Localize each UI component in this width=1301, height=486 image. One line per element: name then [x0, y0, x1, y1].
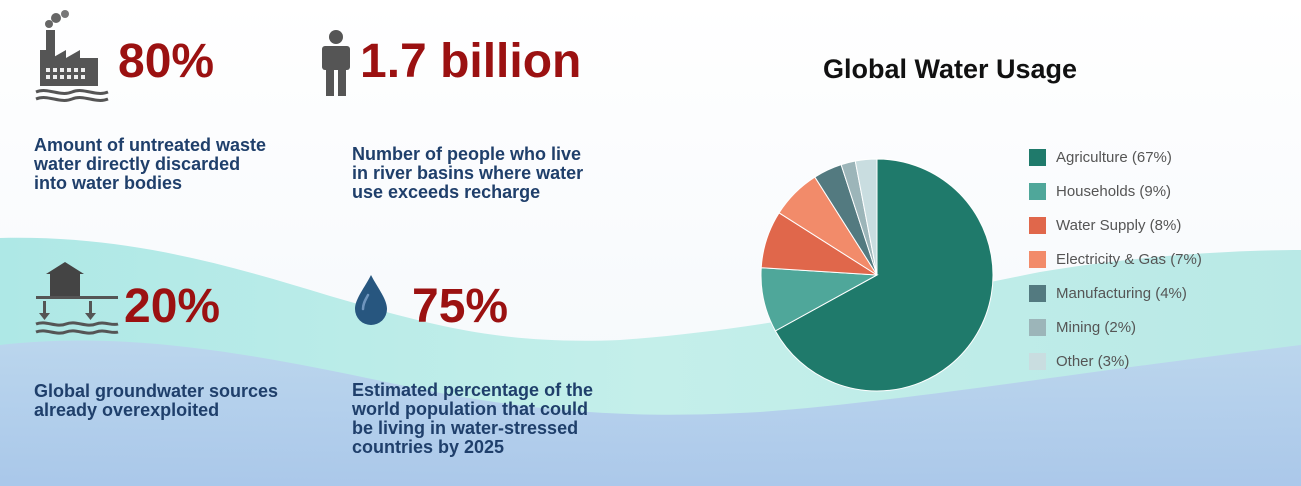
legend-item: Other (3%)	[1029, 352, 1129, 370]
legend-swatch	[1029, 318, 1046, 336]
pie-slice-other	[854, 158, 878, 276]
legend-item: Electricity & Gas (7%)	[1029, 250, 1202, 268]
legend-label: Agriculture (67%)	[1056, 148, 1172, 166]
legend-label: Water Supply (8%)	[1056, 216, 1182, 234]
stat-value-untreated-wastewater: 80%	[118, 35, 215, 88]
legend-item: Water Supply (8%)	[1029, 216, 1181, 234]
legend-swatch	[1029, 284, 1046, 302]
stat-description-water-stressed-population: Estimated percentage of the world popula…	[352, 380, 594, 457]
legend-item: Agriculture (67%)	[1029, 148, 1172, 166]
legend-label: Other (3%)	[1056, 352, 1130, 370]
pie-slice-agriculture	[774, 158, 994, 392]
factory-icon	[35, 10, 109, 102]
legend-label: Electricity & Gas (7%)	[1056, 250, 1202, 268]
legend-swatch	[1029, 182, 1046, 200]
groundwater-icon	[35, 262, 119, 335]
stat-value-groundwater-overexploited: 20%	[124, 280, 221, 333]
legend-swatch	[1029, 216, 1046, 234]
legend-item: Manufacturing (4%)	[1029, 284, 1187, 302]
pie-chart	[760, 158, 994, 392]
stat-description-groundwater-overexploited: Global groundwater sources already overe…	[34, 381, 279, 420]
chart-title: Global Water Usage	[823, 54, 1078, 84]
chart-legend: Agriculture (67%) Households (9%) Water Su…	[1029, 148, 1289, 380]
legend-swatch	[1029, 250, 1046, 268]
wave-blue	[0, 340, 1301, 486]
legend-swatch	[1029, 148, 1046, 166]
legend-item: Households (9%)	[1029, 182, 1171, 200]
stat-description-river-basin-population: Number of people who live in river basin…	[352, 144, 584, 202]
stat-value-river-basin-population: 1.7 billion	[360, 35, 582, 88]
water-drop-icon	[355, 275, 387, 325]
legend-label: Manufacturing (4%)	[1056, 284, 1187, 302]
legend-swatch	[1029, 352, 1046, 370]
legend-item: Mining (2%)	[1029, 318, 1136, 336]
legend-label: Households (9%)	[1056, 182, 1172, 200]
person-icon	[322, 30, 350, 96]
stat-description-untreated-wastewater: Amount of untreated waste water directly…	[34, 135, 267, 193]
stat-value-water-stressed-population: 75%	[412, 280, 509, 333]
legend-label: Mining (2%)	[1056, 318, 1137, 336]
